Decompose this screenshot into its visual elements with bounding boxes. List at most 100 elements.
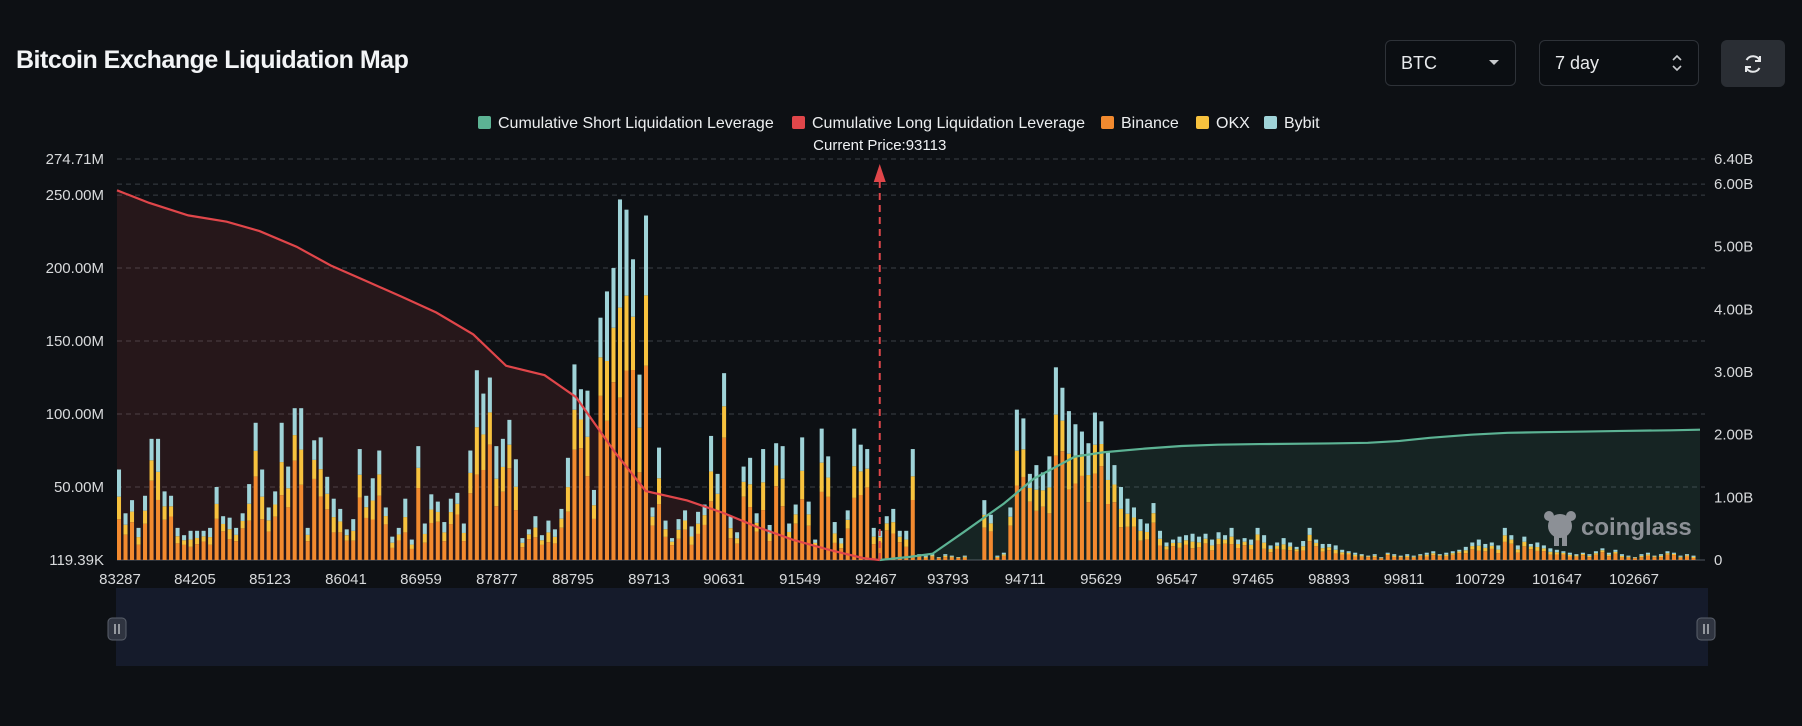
bar-okx bbox=[435, 511, 440, 522]
logo-body bbox=[1548, 514, 1572, 538]
bar-okx bbox=[1684, 555, 1690, 557]
bar-okx bbox=[1216, 538, 1221, 545]
bar-okx bbox=[507, 444, 512, 469]
bar-okx bbox=[982, 514, 987, 528]
bar-bybit bbox=[728, 516, 733, 529]
bar-binance bbox=[819, 491, 824, 560]
bar-binance bbox=[1515, 552, 1520, 560]
bar-bybit bbox=[227, 517, 232, 530]
bar-okx bbox=[130, 511, 135, 523]
bar-okx bbox=[839, 543, 844, 549]
bar-okx bbox=[910, 476, 915, 500]
legend-label: Binance bbox=[1121, 115, 1179, 132]
bar-bybit bbox=[149, 438, 154, 461]
bar-binance bbox=[156, 499, 161, 560]
bar-bybit bbox=[1411, 555, 1416, 557]
zoom-handle-right[interactable] bbox=[1696, 617, 1716, 641]
bar-binance bbox=[572, 449, 577, 560]
bar-okx bbox=[1118, 508, 1123, 528]
bar-okx bbox=[1151, 513, 1156, 523]
bar-binance bbox=[826, 496, 831, 560]
bar-okx bbox=[748, 484, 753, 508]
zoom-handle-left[interactable] bbox=[107, 617, 127, 641]
bar-binance bbox=[1463, 553, 1468, 560]
bar-okx bbox=[1405, 555, 1410, 558]
bar-bybit bbox=[1190, 533, 1195, 542]
x-tick-label: 97465 bbox=[1232, 571, 1274, 588]
bar-okx bbox=[149, 460, 154, 481]
bar-bybit bbox=[487, 377, 492, 413]
bar-bybit bbox=[526, 529, 531, 535]
x-tick-label: 100729 bbox=[1455, 571, 1505, 588]
bar-okx bbox=[1131, 517, 1136, 527]
bar-okx bbox=[474, 427, 479, 475]
x-tick-label: 83287 bbox=[99, 571, 141, 588]
bar-bybit bbox=[670, 538, 675, 542]
bar-binance bbox=[1327, 550, 1332, 560]
bar-bybit bbox=[1008, 507, 1013, 517]
bar-bybit bbox=[539, 535, 544, 541]
bar-bybit bbox=[1340, 549, 1345, 553]
bar-okx bbox=[1463, 550, 1468, 554]
bar-bybit bbox=[800, 437, 805, 471]
bar-bybit bbox=[1632, 557, 1637, 558]
bar-binance bbox=[344, 540, 349, 560]
bar-binance bbox=[1092, 473, 1097, 560]
bar-bybit bbox=[422, 523, 427, 534]
bar-okx bbox=[1509, 539, 1514, 544]
bar-binance bbox=[208, 544, 213, 560]
bar-okx bbox=[247, 503, 252, 521]
bar-binance bbox=[1008, 525, 1013, 560]
bar-okx bbox=[637, 427, 642, 473]
bar-okx bbox=[1528, 546, 1533, 550]
bar-bybit bbox=[1021, 418, 1026, 450]
bar-binance bbox=[1112, 502, 1117, 560]
bar-bybit bbox=[787, 523, 792, 532]
bar-binance bbox=[1275, 548, 1280, 560]
bar-binance bbox=[1372, 557, 1377, 560]
bar-okx bbox=[715, 493, 720, 512]
bar-binance bbox=[429, 522, 434, 560]
bar-bybit bbox=[1515, 545, 1520, 550]
bar-bybit bbox=[936, 557, 941, 558]
bar-bybit bbox=[117, 469, 122, 497]
bar-binance bbox=[1099, 466, 1104, 560]
bar-okx bbox=[1288, 546, 1293, 551]
bar-bybit bbox=[709, 435, 714, 472]
short-cumulative-area bbox=[879, 429, 1700, 560]
bar-okx bbox=[670, 541, 675, 546]
bar-bybit bbox=[1444, 552, 1449, 555]
bar-bybit bbox=[279, 422, 284, 463]
bar-bybit bbox=[266, 507, 271, 521]
bar-binance bbox=[1073, 483, 1078, 560]
bar-okx bbox=[865, 468, 870, 488]
bar-binance bbox=[377, 495, 382, 560]
bar-bybit bbox=[1392, 554, 1397, 556]
bar-binance bbox=[455, 514, 460, 560]
coin-select[interactable]: BTC bbox=[1385, 40, 1516, 86]
y-left-tick-label: 100.00M bbox=[46, 406, 104, 423]
bar-binance bbox=[253, 476, 258, 560]
bar-binance bbox=[292, 460, 297, 560]
bar-binance bbox=[644, 365, 649, 560]
bar-bybit bbox=[208, 527, 213, 538]
bar-okx bbox=[1281, 544, 1286, 550]
bar-bybit bbox=[696, 511, 701, 524]
bar-binance bbox=[1301, 550, 1306, 560]
bar-okx bbox=[1294, 549, 1299, 552]
bar-okx bbox=[696, 523, 701, 534]
time-range-select[interactable]: 7 day bbox=[1539, 40, 1699, 86]
bar-okx bbox=[1060, 420, 1065, 452]
bar-okx bbox=[1079, 454, 1084, 476]
time-range-value: 7 day bbox=[1555, 52, 1600, 73]
bar-okx bbox=[416, 467, 421, 489]
x-tick-label: 91549 bbox=[779, 571, 821, 588]
bar-okx bbox=[1691, 556, 1696, 559]
bar-bybit bbox=[1372, 554, 1377, 556]
bar-okx bbox=[370, 500, 375, 520]
bar-bybit bbox=[839, 538, 844, 544]
bar-bybit bbox=[1379, 557, 1384, 558]
bar-okx bbox=[325, 493, 330, 510]
refresh-button[interactable] bbox=[1721, 40, 1785, 87]
